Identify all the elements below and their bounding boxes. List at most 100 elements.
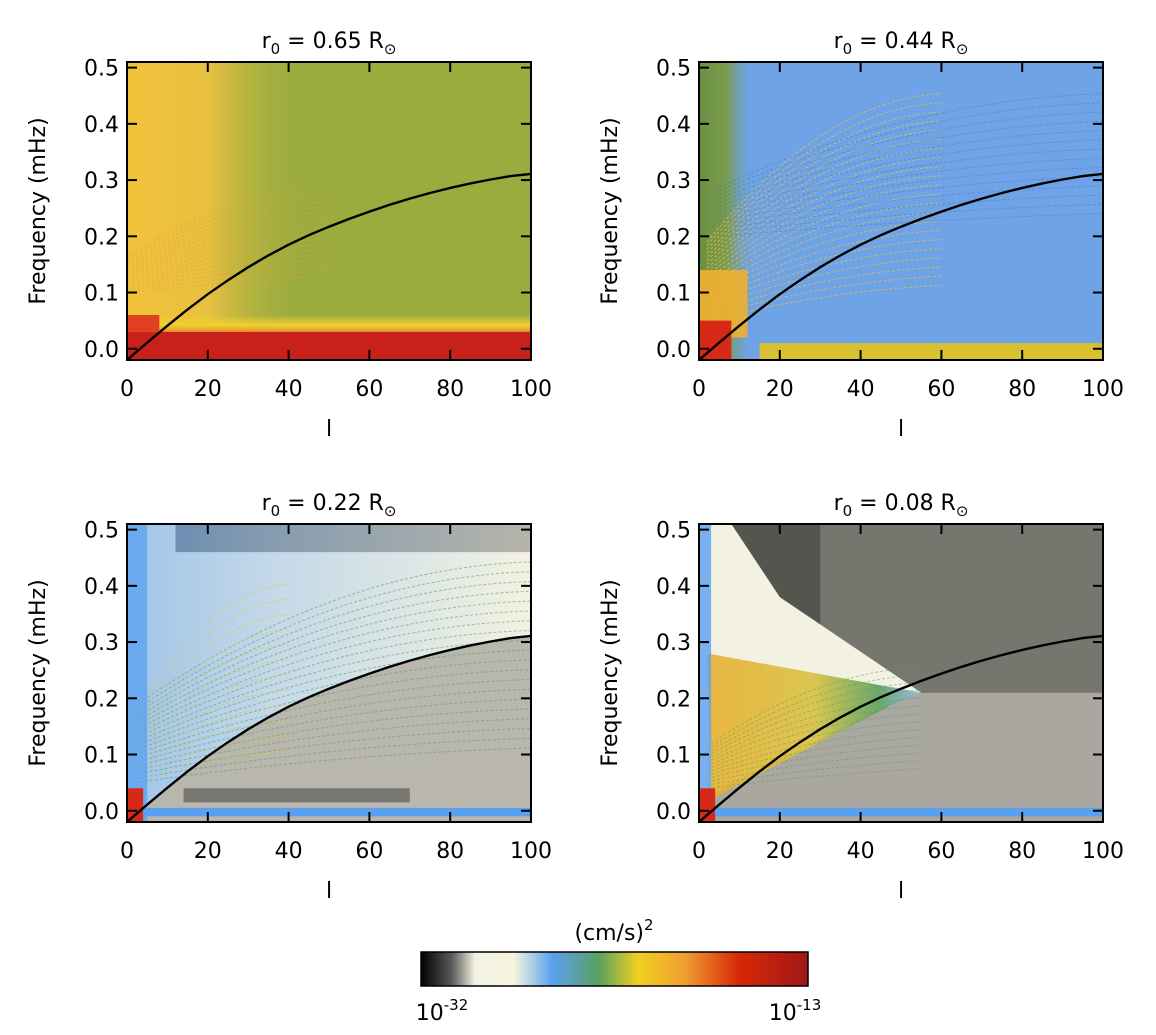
panel-title: r0 = 0.08 R⊙ <box>834 491 969 520</box>
x-tick-label: 0 <box>120 377 134 402</box>
mode-ridge <box>134 610 531 727</box>
y-tick-label: 0.5 <box>84 57 119 82</box>
mode-ridge <box>706 713 922 767</box>
title-symbol: ⊙ <box>956 40 969 58</box>
y-tick-label: 0.5 <box>656 519 691 544</box>
mode-ridge <box>719 185 1103 226</box>
mode-ridge <box>134 708 531 768</box>
title-rest: = 0.22 R <box>280 491 384 516</box>
mode-ridge <box>127 200 330 263</box>
title-main: r <box>834 29 844 54</box>
colorbar-title: (cm/s)2 <box>574 916 653 946</box>
core-peak <box>699 320 732 360</box>
x-tick-label: 80 <box>436 839 464 864</box>
colorbar-min-base: 10 <box>416 1001 444 1026</box>
x-tick-label: 60 <box>355 377 383 402</box>
panel-title: r0 = 0.44 R⊙ <box>834 29 969 58</box>
mode-ridge <box>134 737 531 780</box>
panel-title: r0 = 0.22 R⊙ <box>262 491 397 520</box>
zero-frequency-band <box>759 343 1103 360</box>
mode-ridge <box>130 704 289 765</box>
mode-ridge <box>127 184 330 256</box>
colorbar-max-label: 10-13 <box>769 996 822 1026</box>
mode-ridge <box>127 190 330 259</box>
mode-ridges <box>706 666 922 789</box>
core-peak <box>127 315 160 332</box>
x-tick-label: 40 <box>275 839 303 864</box>
y-axis-label: Frequency (mHz) <box>26 117 51 304</box>
mode-ridge <box>706 744 922 780</box>
mode-ridge <box>706 93 942 243</box>
low-degree-power <box>699 524 712 822</box>
mode-ridge <box>706 147 942 265</box>
mode-ridge <box>706 175 942 276</box>
mode-ridge <box>134 727 531 776</box>
colorbar-max-base: 10 <box>769 1001 797 1026</box>
mode-ridge <box>706 752 922 783</box>
colorbar-title-text: (cm/s) <box>574 921 644 946</box>
mode-ridge <box>127 195 330 261</box>
y-tick-label: 0.5 <box>656 57 691 82</box>
title-subscript: 0 <box>271 40 281 58</box>
zero-frequency-band <box>143 807 531 817</box>
mode-ridge <box>719 166 1103 218</box>
mode-ridge <box>706 156 942 269</box>
mode-ridge <box>706 760 922 786</box>
x-tick-label: 60 <box>927 377 955 402</box>
mode-ridge <box>130 583 289 715</box>
title-rest: = 0.65 R <box>280 29 384 54</box>
mode-ridge <box>130 674 289 752</box>
mode-ridge <box>706 705 922 763</box>
panel-2: 0 20 40 60 80 100 0.0 0.1 0.2 0.3 0.4 0.5 l Frequency… <box>598 29 1124 442</box>
x-tick-label: 40 <box>847 377 875 402</box>
mode-ridge <box>706 138 942 261</box>
panel-title: r0 = 0.65 R⊙ <box>262 29 397 58</box>
x-tick-label: 100 <box>510 839 552 864</box>
mode-ridge <box>706 689 922 757</box>
title-main: r <box>834 491 844 516</box>
mode-ridge <box>134 678 531 755</box>
x-tick-label: 40 <box>847 839 875 864</box>
y-tick-label: 0.3 <box>84 631 119 656</box>
y-tick-label: 0.2 <box>656 687 691 712</box>
panel-3: 0 20 40 60 80 100 0.0 0.1 0.2 0.3 0.4 0.5 l Frequency… <box>26 491 552 904</box>
y-tick-label: 0.2 <box>656 225 691 250</box>
mode-ridge <box>706 166 942 273</box>
mode-ridge <box>706 211 942 292</box>
dispersion-curve <box>127 634 531 822</box>
plot-frame <box>698 61 1104 361</box>
mode-ridge <box>706 666 922 747</box>
mode-ridge <box>130 659 289 746</box>
panel-4: 0 20 40 60 80 100 0.0 0.1 0.2 0.3 0.4 0.5 l Frequency… <box>598 491 1124 904</box>
mode-ridge <box>130 750 289 784</box>
plot-frame <box>126 61 532 361</box>
mode-fan <box>707 653 922 800</box>
y-axis-label: Frequency (mHz) <box>26 579 51 766</box>
y-tick-label: 0.0 <box>84 338 119 363</box>
mode-ridge <box>134 571 531 711</box>
mode-ridge <box>127 216 330 270</box>
heatmap <box>127 524 531 822</box>
mode-ridge <box>706 120 942 254</box>
heatmap-background <box>699 62 1103 360</box>
mode-ridge <box>134 698 531 763</box>
mode-ridge <box>719 111 1103 196</box>
mode-ridge <box>706 736 922 776</box>
mode-ridge <box>127 206 330 265</box>
mode-ridge <box>127 259 330 287</box>
y-tick-label: 0.4 <box>656 113 691 138</box>
mode-ridge <box>706 729 922 773</box>
mode-ridge <box>707 768 922 789</box>
mode-ridge <box>134 629 531 735</box>
x-tick-label: 20 <box>766 839 794 864</box>
title-subscript: 0 <box>271 502 281 520</box>
dark-band <box>183 788 410 803</box>
mode-ridge <box>706 129 942 258</box>
colorbar-min-label: 10-32 <box>416 996 469 1026</box>
y-tick-label: 0.1 <box>84 282 119 307</box>
zero-frequency-band <box>127 331 531 360</box>
mode-ridges <box>130 583 289 784</box>
mode-ridge <box>127 227 330 274</box>
title-symbol: ⊙ <box>384 40 397 58</box>
